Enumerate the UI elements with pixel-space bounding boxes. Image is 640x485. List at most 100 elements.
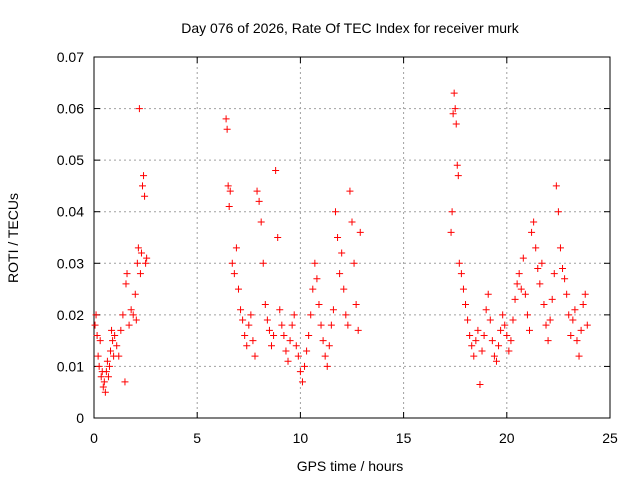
x-tick-label: 0 [90,430,98,446]
data-point [571,306,579,314]
data-point [294,352,302,360]
data-point [329,306,337,314]
data-point [338,249,346,257]
data-point [348,218,356,226]
data-point [534,264,542,272]
data-point [102,368,110,376]
data-point [532,244,540,252]
data-point [125,321,133,329]
data-point [455,259,463,267]
data-point [96,337,104,345]
data-point [449,110,457,118]
data-point [265,326,273,334]
data-point [468,342,476,350]
data-point [257,218,265,226]
data-point [313,275,321,283]
y-tick-label: 0.07 [57,49,84,65]
data-point [503,331,511,339]
data-point [274,234,282,241]
data-point [105,362,113,370]
data-point [521,290,529,298]
chart-title: Day 076 of 2026, Rate Of TEC Index for r… [181,20,519,36]
data-point [239,316,247,324]
data-point [552,182,560,190]
data-point [352,301,360,309]
data-point [546,316,554,324]
data-point [472,337,480,345]
data-point [232,244,240,252]
data-point [292,342,300,350]
data-point [319,337,327,345]
data-point [134,244,142,252]
data-point [290,311,298,319]
data-point [482,306,490,314]
y-tick-label: 0.05 [57,152,84,168]
data-point [577,326,585,334]
data-point [93,331,101,339]
data-point [303,347,311,355]
plot-frame [93,56,611,419]
data-point [107,347,115,355]
data-point [583,321,591,329]
data-point [526,326,534,334]
data-point [497,326,505,334]
data-point [121,378,129,386]
data-point [263,316,271,324]
data-point [268,342,276,350]
x-tick-label: 15 [396,430,412,446]
data-point [484,290,492,298]
data-point [490,352,498,360]
data-point [447,228,455,236]
data-point [459,285,467,293]
data-point [478,347,486,355]
data-point [321,352,329,360]
data-point [448,208,456,216]
data-points [91,89,591,396]
data-point [261,301,269,309]
data-point [507,337,515,345]
data-point [563,290,571,298]
data-point [97,373,105,381]
data-point [223,125,231,133]
data-point [140,172,148,180]
data-point [222,115,230,123]
data-point [519,254,527,262]
data-point [548,295,556,303]
data-point [91,321,99,329]
data-point [309,285,317,293]
data-point [511,295,519,303]
data-point [276,306,284,314]
data-point [247,311,255,319]
y-tick-label: 0.03 [57,255,84,271]
data-point [224,182,232,190]
data-point [117,326,125,334]
data-point [542,321,550,329]
data-point [528,228,536,236]
data-point [230,270,238,278]
data-point [286,337,294,345]
data-point [453,161,461,169]
data-point [350,259,358,267]
x-tick-label: 20 [499,430,515,446]
data-point [135,105,143,113]
data-point [132,316,140,324]
data-point [509,316,517,324]
data-point [133,259,141,267]
data-point [327,321,335,329]
data-point [344,321,352,329]
y-tick-label: 0.04 [57,204,84,220]
data-point [94,352,102,360]
x-axis-label: GPS time / hours [297,458,404,474]
data-point [476,380,484,388]
data-point [565,311,573,319]
data-point [323,362,331,370]
data-point [581,290,589,298]
data-point [315,301,323,309]
data-point [139,182,147,190]
data-point [575,352,583,360]
data-point [241,331,249,339]
data-point [540,301,548,309]
data-point [253,187,261,195]
